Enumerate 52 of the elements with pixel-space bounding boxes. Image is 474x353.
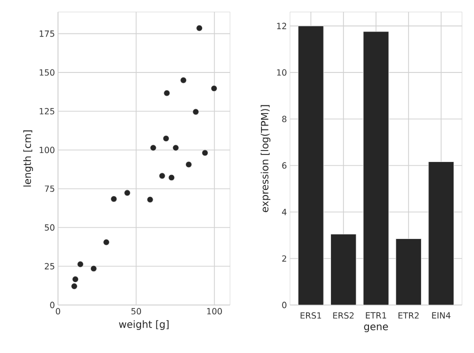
point	[150, 144, 156, 151]
point	[159, 172, 166, 179]
y-tick-label: 75	[44, 186, 54, 192]
x-tick-label: EIN4	[432, 312, 450, 318]
bar	[298, 26, 324, 305]
point	[168, 174, 175, 181]
x-tick-label: ERS1	[300, 312, 322, 319]
y-tick-label: 6	[282, 162, 286, 169]
bar	[330, 234, 356, 305]
point	[162, 135, 170, 142]
point	[164, 90, 170, 96]
point	[77, 261, 84, 268]
y-axis-title: expression [log(TPM)]	[260, 105, 270, 212]
point	[180, 77, 187, 84]
y-axis-title: length [cm]	[23, 130, 33, 186]
x-axis-title: gene	[364, 324, 388, 332]
y-tick-label: 8	[282, 116, 286, 122]
x-tick-label: ETR1	[366, 312, 386, 318]
x-tick-label: 0	[56, 308, 60, 314]
point	[124, 190, 130, 196]
x-tick-label: ERS2	[333, 312, 354, 319]
x-axis-title: weight [g]	[118, 320, 169, 330]
y-tick-label: 50	[44, 224, 54, 231]
bar	[428, 162, 454, 305]
point	[172, 144, 179, 151]
y-tick-label: 0	[282, 302, 286, 308]
y-tick-label: 10	[277, 69, 286, 76]
point	[72, 276, 78, 282]
point	[192, 108, 199, 115]
y-tick-label: 150	[40, 69, 54, 76]
x-tick-label: 50	[131, 308, 142, 314]
y-tick-label: 175	[40, 30, 54, 37]
point	[90, 265, 97, 272]
y-tick-label: 0	[50, 302, 54, 308]
x-tick-label: ETR2	[398, 312, 419, 319]
point	[210, 85, 218, 92]
point	[202, 150, 208, 156]
y-tick-label: 25	[44, 263, 54, 270]
bar	[363, 32, 389, 305]
point	[103, 239, 110, 246]
point	[110, 196, 117, 202]
bar	[396, 238, 422, 305]
point	[196, 24, 202, 32]
point	[146, 196, 154, 203]
y-tick-label: 125	[40, 108, 54, 114]
y-tick-label: 12	[277, 22, 286, 30]
point	[186, 161, 192, 168]
x-tick-label: 100	[207, 308, 222, 314]
y-tick-label: 100	[40, 146, 54, 154]
y-tick-label: 4	[282, 208, 286, 216]
point	[71, 283, 78, 290]
y-tick-label: 2	[282, 255, 286, 262]
